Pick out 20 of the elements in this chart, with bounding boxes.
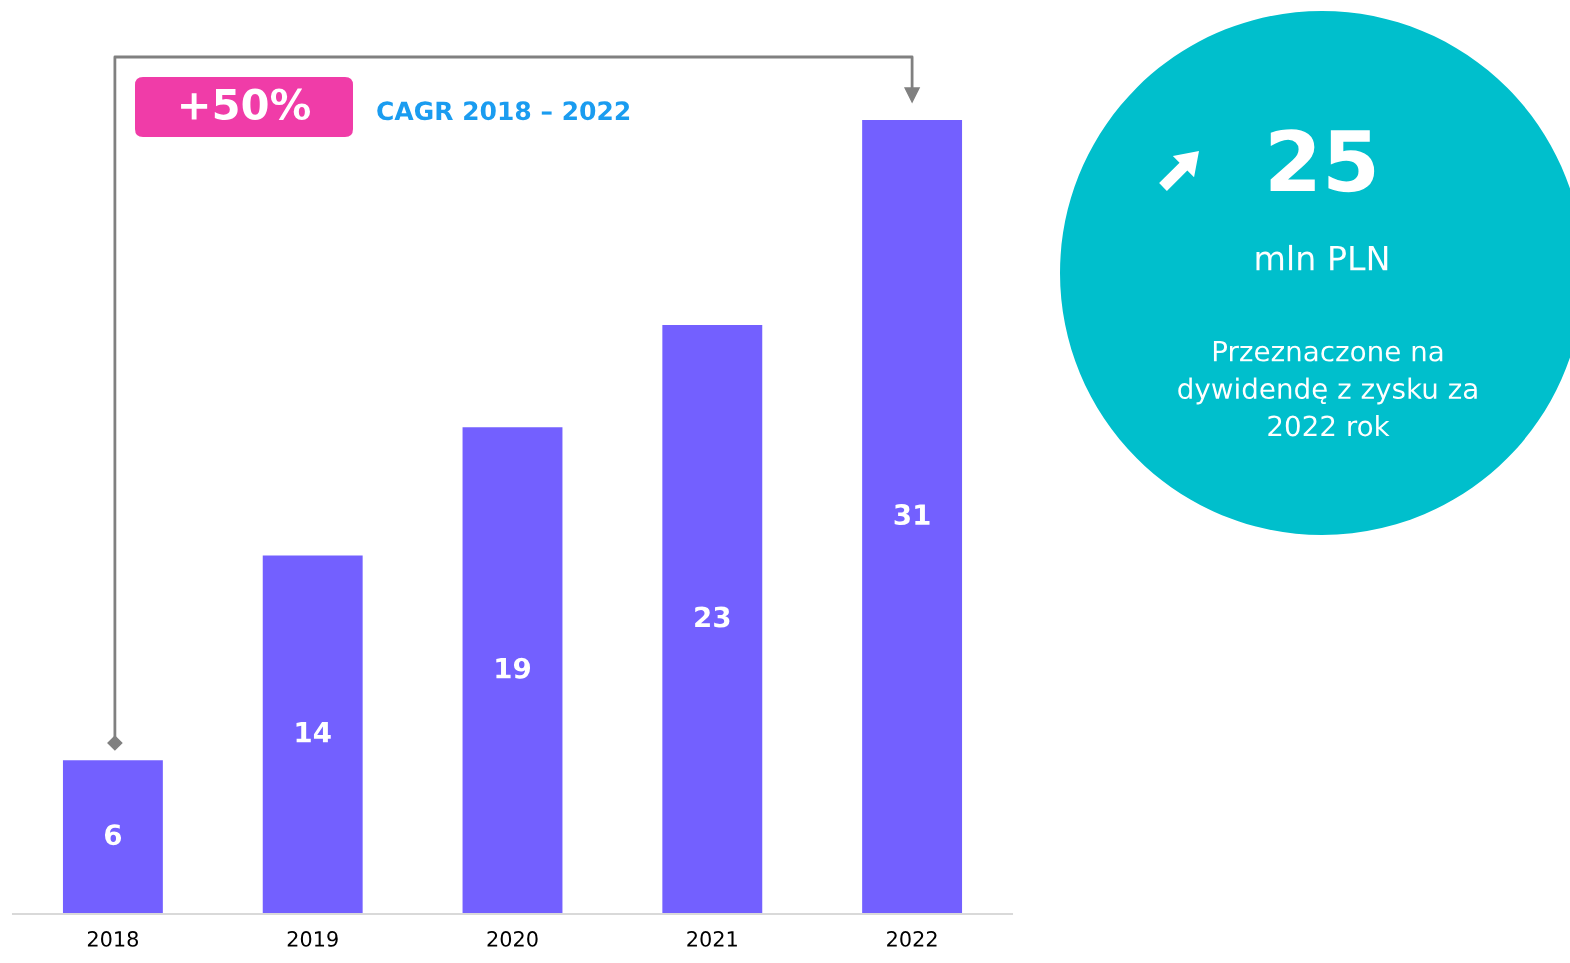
bar xyxy=(662,324,763,914)
data-label: 19 xyxy=(496,657,531,679)
text: mln PLN xyxy=(1256,244,1388,271)
data-label: 31 xyxy=(894,504,930,526)
annotation: CAGR 2018 – 2022 xyxy=(377,101,630,121)
data-label: 14 xyxy=(296,722,331,743)
text: Przeznaczone na dywidendę z zysku za 2022 rok xyxy=(1178,340,1477,437)
x-tick-label: 2022 xyxy=(887,931,937,947)
x-tick-label: 2019 xyxy=(287,931,338,947)
x-tick-label: 2021 xyxy=(687,931,737,947)
x-tick-label: 2018 xyxy=(87,931,138,947)
bar xyxy=(862,120,963,914)
data-label: 6 xyxy=(104,824,122,846)
bar xyxy=(462,427,563,914)
annotation: +50% xyxy=(181,88,310,121)
text: 25 xyxy=(1270,129,1375,193)
data-label: 23 xyxy=(695,606,730,628)
x-tick-label: 2020 xyxy=(487,931,538,947)
bar xyxy=(62,760,163,914)
bar xyxy=(262,555,363,914)
